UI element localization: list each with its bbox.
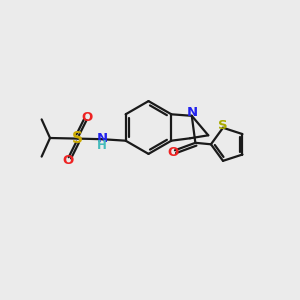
Text: H: H <box>97 139 107 152</box>
Text: S: S <box>72 131 83 146</box>
Text: O: O <box>82 110 93 124</box>
Text: O: O <box>62 154 74 167</box>
Text: N: N <box>187 106 198 119</box>
Text: N: N <box>97 131 108 145</box>
Text: S: S <box>218 119 228 132</box>
Text: O: O <box>167 146 178 159</box>
